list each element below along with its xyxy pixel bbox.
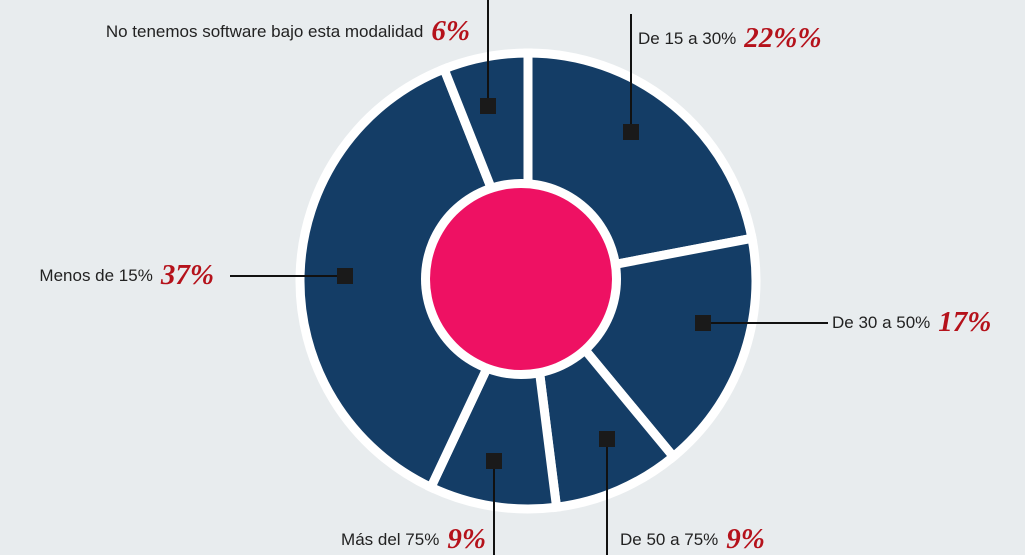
center-circle xyxy=(430,188,612,370)
slice-label: Más del 75% 9% xyxy=(341,523,486,555)
value-label: 22%% xyxy=(743,22,821,54)
slice-label: De 50 a 75% 9% xyxy=(620,523,765,555)
category-name: De 30 a 50% xyxy=(832,313,930,332)
slice-label: De 15 a 30% 22%% xyxy=(638,22,822,54)
slice-label: Menos de 15% 37% xyxy=(39,259,214,291)
leader-marker xyxy=(599,431,615,447)
donut-slice xyxy=(295,63,533,494)
category-name: De 50 a 75% xyxy=(620,530,718,549)
category-name: Menos de 15% xyxy=(39,266,152,285)
category-name: De 15 a 30% xyxy=(638,29,736,48)
leader-marker xyxy=(623,124,639,140)
value-label: 17% xyxy=(938,306,991,338)
leader-marker xyxy=(337,268,353,284)
slice-label: No tenemos software bajo esta modalidad 6… xyxy=(106,15,470,47)
value-label: 9% xyxy=(726,523,765,555)
leader-marker xyxy=(695,315,711,331)
leader-marker xyxy=(480,98,496,114)
value-label: 6% xyxy=(431,15,470,47)
leader-marker xyxy=(486,453,502,469)
slice-label: De 30 a 50% 17% xyxy=(832,306,991,338)
value-label: 37% xyxy=(160,259,214,291)
category-name: No tenemos software bajo esta modalidad xyxy=(106,22,424,41)
value-label: 9% xyxy=(447,523,486,555)
category-name: Más del 75% xyxy=(341,530,439,549)
